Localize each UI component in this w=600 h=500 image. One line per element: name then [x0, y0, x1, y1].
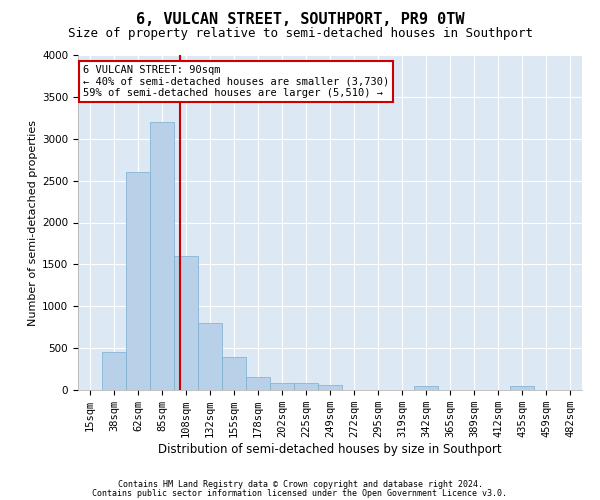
Bar — [270, 384, 294, 390]
X-axis label: Distribution of semi-detached houses by size in Southport: Distribution of semi-detached houses by … — [158, 443, 502, 456]
Text: 6 VULCAN STREET: 90sqm
← 40% of semi-detached houses are smaller (3,730)
59% of : 6 VULCAN STREET: 90sqm ← 40% of semi-det… — [83, 65, 389, 98]
Bar — [102, 352, 126, 390]
Bar — [126, 172, 150, 390]
Bar — [510, 386, 534, 390]
Bar — [414, 386, 438, 390]
Text: Size of property relative to semi-detached houses in Southport: Size of property relative to semi-detach… — [67, 28, 533, 40]
Text: 6, VULCAN STREET, SOUTHPORT, PR9 0TW: 6, VULCAN STREET, SOUTHPORT, PR9 0TW — [136, 12, 464, 28]
Text: Contains HM Land Registry data © Crown copyright and database right 2024.: Contains HM Land Registry data © Crown c… — [118, 480, 482, 489]
Bar — [150, 122, 174, 390]
Bar — [198, 323, 222, 390]
Y-axis label: Number of semi-detached properties: Number of semi-detached properties — [28, 120, 38, 326]
Bar — [222, 356, 246, 390]
Bar — [318, 385, 342, 390]
Bar — [174, 256, 198, 390]
Bar — [246, 378, 270, 390]
Text: Contains public sector information licensed under the Open Government Licence v3: Contains public sector information licen… — [92, 488, 508, 498]
Bar — [294, 384, 318, 390]
